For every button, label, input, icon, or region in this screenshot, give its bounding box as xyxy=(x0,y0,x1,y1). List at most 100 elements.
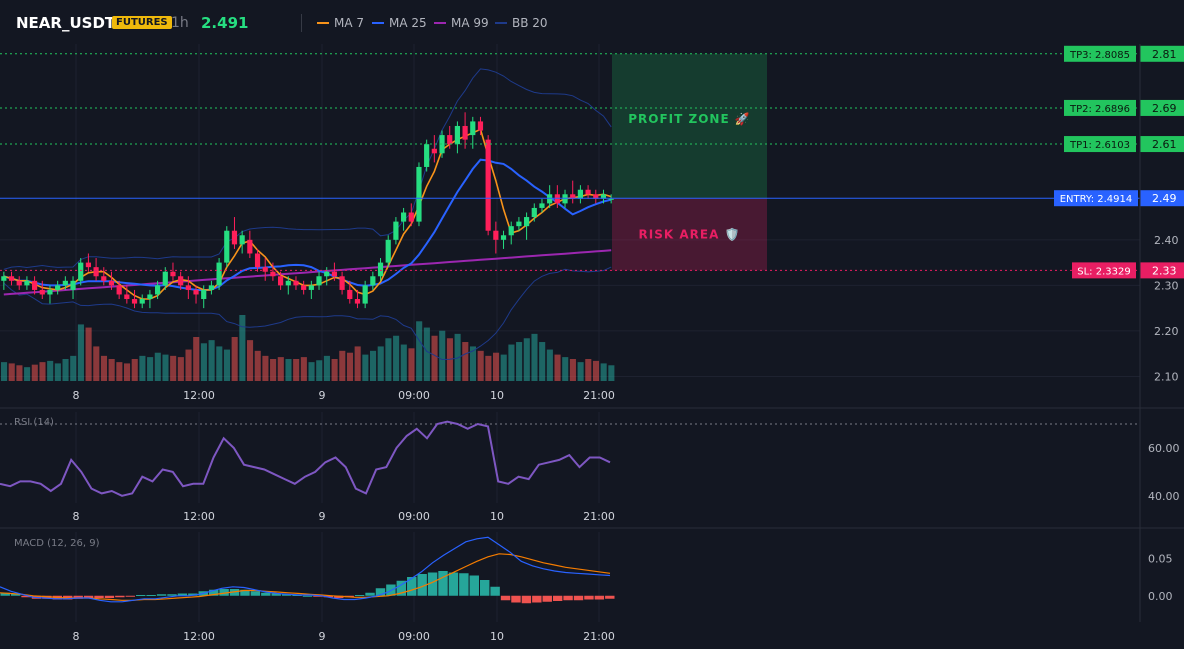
level-label: TP1: 2.6103 xyxy=(1069,140,1130,151)
volume-bar xyxy=(139,355,146,381)
candle-body xyxy=(70,280,76,290)
legend-label: MA 25 xyxy=(389,16,427,30)
level-axis-value: 2.49 xyxy=(1152,192,1177,205)
candle-body xyxy=(139,299,145,304)
volume-bar xyxy=(239,315,246,381)
candle-body xyxy=(247,239,253,254)
macd-histogram-bar xyxy=(448,572,459,596)
volume-bar xyxy=(400,344,407,381)
y-tick-label: 2.30 xyxy=(1154,279,1179,292)
header-divider xyxy=(301,14,302,32)
candle-body xyxy=(108,280,115,286)
macd-histogram-bar xyxy=(605,595,615,599)
macd-histogram-bar xyxy=(438,571,448,596)
candle-body xyxy=(362,285,368,304)
volume-bar xyxy=(516,342,523,381)
macd-title: MACD (12, 26, 9) xyxy=(14,538,100,549)
candle-body xyxy=(485,139,491,231)
bb-upper-line xyxy=(3,68,612,270)
x-tick-label: 10 xyxy=(490,389,504,402)
volume-bar xyxy=(193,337,200,381)
legend-ma25[interactable]: MA 25 xyxy=(372,16,427,30)
candle-body xyxy=(462,125,468,140)
candle-body xyxy=(178,276,184,286)
level-axis-bg xyxy=(1140,262,1184,279)
macd-histogram-bar xyxy=(354,595,365,596)
legend-ma7[interactable]: MA 7 xyxy=(317,16,364,30)
volume-bar xyxy=(262,355,269,381)
rsi-y-tick: 60.00 xyxy=(1148,442,1180,455)
macd-histogram-bar xyxy=(125,595,136,597)
level-axis-value: 2.69 xyxy=(1152,102,1177,115)
legend-bb20[interactable]: BB 20 xyxy=(495,16,548,30)
macd-histogram-bar xyxy=(0,592,10,596)
candle-body xyxy=(477,121,484,131)
macd-histogram-bar xyxy=(313,595,323,597)
candle-body xyxy=(201,289,207,300)
macd-y-tick: 0.00 xyxy=(1148,590,1173,603)
volume-bar xyxy=(377,346,384,381)
level-label-bg xyxy=(1054,190,1138,207)
volume-bar xyxy=(277,357,284,381)
candle-body xyxy=(608,198,614,200)
volume-bar xyxy=(185,349,192,381)
macd-signal-line xyxy=(0,553,611,601)
legend-ma99[interactable]: MA 99 xyxy=(434,16,489,30)
legend-swatch xyxy=(317,22,329,24)
volume-bar xyxy=(546,349,553,381)
candle-body xyxy=(193,289,199,295)
x-tick-label: 10 xyxy=(490,630,504,643)
macd-histogram-bar xyxy=(177,593,188,596)
candle-body xyxy=(454,125,461,145)
volume-bar xyxy=(124,363,131,381)
volume-bar xyxy=(16,365,23,381)
volume-bar xyxy=(47,360,54,381)
x-tick-label: 21:00 xyxy=(583,630,615,643)
candle-body xyxy=(293,280,299,286)
volume-bar xyxy=(408,348,415,381)
candle-body xyxy=(116,285,122,295)
macd-histogram-bar xyxy=(563,595,573,601)
macd-histogram-bar xyxy=(407,577,417,596)
candle-body xyxy=(347,289,353,300)
symbol-name[interactable]: NEAR_USDT xyxy=(16,14,116,32)
timeframe-label[interactable]: 1h xyxy=(171,15,189,31)
x-tick-label: 09:00 xyxy=(398,389,430,402)
candle-body xyxy=(400,212,407,222)
candle-body xyxy=(493,230,499,240)
volume-bar xyxy=(323,355,330,381)
candle-body xyxy=(78,262,84,281)
volume-bar xyxy=(108,359,115,381)
candle-body xyxy=(308,285,314,290)
volume-bar xyxy=(131,359,138,381)
volume-bar xyxy=(254,350,261,381)
macd-histogram-bar xyxy=(417,574,427,596)
macd-histogram-bar xyxy=(469,575,479,596)
volume-bar xyxy=(116,362,123,381)
x-tick-label: 21:00 xyxy=(583,510,615,523)
macd-y-tick: 0.05 xyxy=(1148,552,1173,565)
volume-bar xyxy=(100,355,108,381)
candle-body xyxy=(1,276,7,281)
candle-body xyxy=(39,289,45,295)
macd-histogram-bar xyxy=(83,595,94,598)
candle-body xyxy=(47,289,53,295)
candle-body xyxy=(254,253,261,268)
volume-bar xyxy=(39,362,46,381)
macd-histogram-bar xyxy=(73,595,83,599)
candle-body xyxy=(447,135,453,145)
candle-body xyxy=(208,285,215,290)
macd-histogram-bar xyxy=(396,580,407,596)
macd-histogram-bar xyxy=(281,594,292,596)
volume-bar xyxy=(308,362,315,381)
candle-body xyxy=(170,271,176,277)
legend-label: BB 20 xyxy=(512,16,548,30)
volume-bar xyxy=(577,362,584,381)
candle-body xyxy=(277,276,284,286)
candle-body xyxy=(570,194,576,199)
candle-body xyxy=(154,285,161,295)
volume-bar xyxy=(154,352,161,381)
candle-body xyxy=(93,267,99,277)
macd-histogram-bar xyxy=(115,595,125,598)
